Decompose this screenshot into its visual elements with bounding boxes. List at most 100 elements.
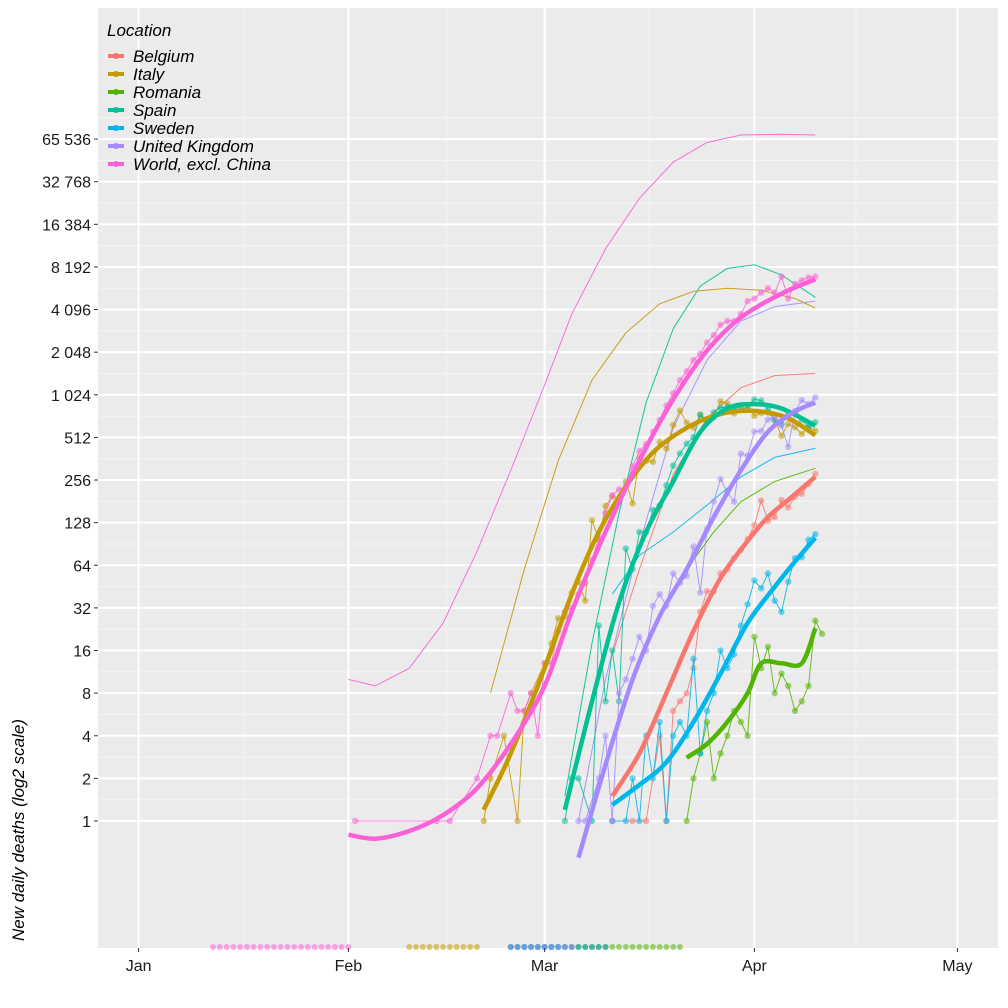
y-axis: 1 2 4 8 16 32 64 128 256 512 1 024 2 048 4 096 8 192 1… [42,132,98,831]
zero-point [649,944,656,950]
zero-point [440,944,447,950]
y-tick-label: 2 [82,771,91,788]
x-axis: Jan Feb Mar Apr May [126,948,973,975]
legend-label: Spain [133,101,176,120]
y-tick-label: 8 192 [51,260,91,277]
observed-point [622,817,630,825]
observed-point [669,570,677,577]
observed-point [751,521,758,529]
observed-point [771,689,778,697]
zero-point [277,944,284,950]
observed-point [778,670,785,677]
x-tick-label: May [942,958,972,975]
zero-point [507,944,514,950]
y-tick-label: 64 [73,558,91,575]
y-tick-label: 4 [82,729,91,746]
observed-point [710,331,717,339]
zero-point [210,944,217,950]
zero-point [602,944,609,950]
observed-point [771,513,778,521]
observed-point [507,689,514,697]
zero-point [636,944,643,950]
observed-point [636,817,643,825]
zero-point [670,944,677,950]
zero-point [548,944,555,950]
observed-point [778,273,785,280]
zero-point [541,944,548,950]
observed-point [487,732,494,739]
zero-point [243,944,250,950]
observed-point [622,545,630,552]
legend-label: World, excl. China [133,155,271,174]
observed-point [785,295,792,302]
zero-point [656,944,663,950]
observed-point [676,450,684,457]
zero-point [223,944,230,950]
observed-point [629,817,636,825]
observed-point [669,462,677,469]
observed-point [514,707,521,715]
trend-line [610,475,817,798]
zero-point [257,944,264,950]
trend-line [562,401,817,811]
observed-point [636,528,643,536]
legend-label: United Kingdom [133,137,254,156]
zero-point [629,944,636,950]
observed-point [446,817,454,825]
observed-point [771,597,778,604]
observed-point [805,682,812,690]
observed-point [717,647,724,654]
x-tick-label: Feb [335,958,363,975]
observed-point [494,732,501,739]
zero-point [291,944,298,950]
observed-point [534,732,542,739]
observed-point [778,432,785,440]
zero-point [270,944,277,950]
trend-line [576,400,817,859]
observed-point [676,376,684,384]
observed-point [676,407,684,414]
y-tick-label: 65 536 [42,132,91,149]
observed-point [812,617,819,624]
y-tick-label: 1 [82,814,91,831]
projection-line [611,447,816,595]
zero-point [528,944,535,950]
legend-key-point [113,53,119,59]
projection-line [348,133,816,687]
observed-point [649,458,657,465]
legend-label: Belgium [133,47,194,66]
zero-point [426,944,433,950]
observed-point [737,450,745,457]
observed-point [615,689,623,697]
observed-point [663,817,670,825]
trend-line [481,408,817,811]
observed-point [663,445,670,452]
observed-point [690,356,697,364]
observed-point [656,718,663,726]
zero-point [534,944,541,950]
zero-point [555,944,562,950]
y-tick-label: 512 [64,430,91,447]
observed-point [724,317,731,325]
observed-point [778,608,785,616]
observed-point [737,622,745,629]
observed-point [812,394,819,401]
zero-point [676,944,683,950]
zero-point [250,944,257,950]
observed-point [757,289,765,296]
observed-point [602,698,609,705]
zero-point [304,944,311,950]
observed-point [703,587,711,595]
zero-point [446,944,453,950]
observed-point [812,531,819,538]
zero-point [595,944,602,950]
zero-point [568,944,575,950]
observed-point [751,428,758,435]
zero-point [406,944,413,950]
observed-point [629,500,636,507]
observed-point [737,718,745,726]
projection-line [686,467,816,570]
observed-point [751,577,758,584]
observed-point [642,817,650,825]
